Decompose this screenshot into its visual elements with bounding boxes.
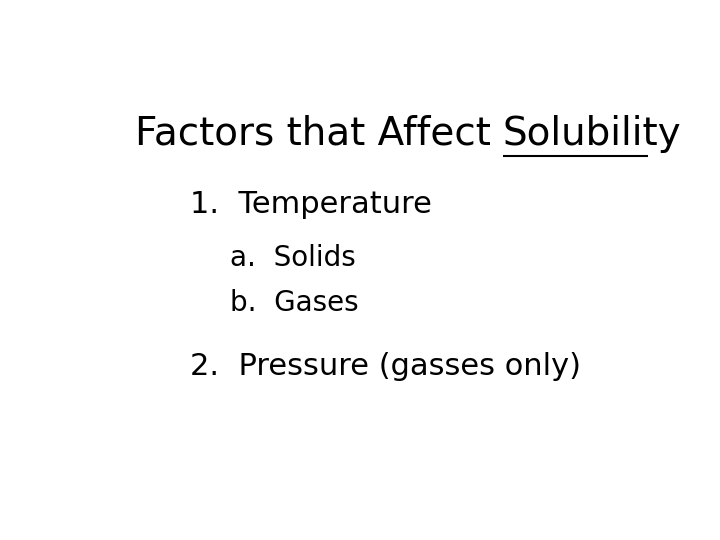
Text: 1.  Temperature: 1. Temperature — [190, 190, 432, 219]
Text: 2.  Pressure (gasses only): 2. Pressure (gasses only) — [190, 352, 582, 381]
Text: b.  Gases: b. Gases — [230, 289, 358, 318]
Text: Solubility: Solubility — [503, 114, 682, 153]
Text: Factors that Affect: Factors that Affect — [135, 114, 503, 153]
Text: a.  Solids: a. Solids — [230, 244, 355, 272]
